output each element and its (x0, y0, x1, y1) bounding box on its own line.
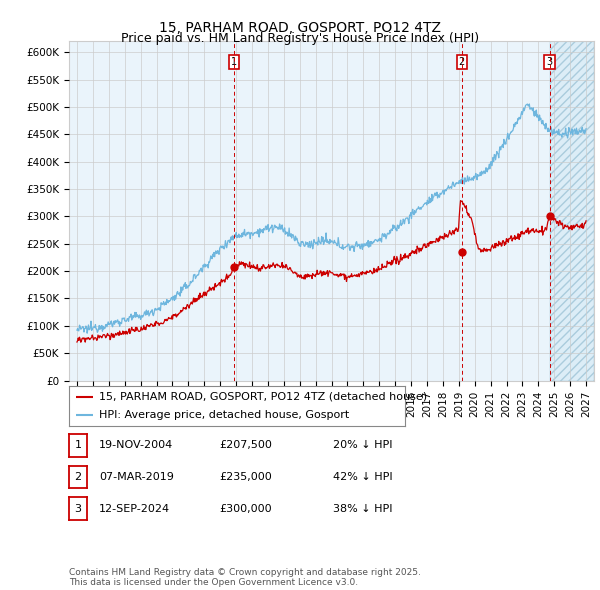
Text: 1: 1 (231, 57, 237, 67)
Text: Contains HM Land Registry data © Crown copyright and database right 2025.
This d: Contains HM Land Registry data © Crown c… (69, 568, 421, 587)
Text: HPI: Average price, detached house, Gosport: HPI: Average price, detached house, Gosp… (99, 410, 349, 420)
Text: £235,000: £235,000 (219, 472, 272, 481)
Text: 3: 3 (547, 57, 553, 67)
Bar (550, 41, 594, 381)
Text: 3: 3 (74, 504, 82, 513)
Bar (550, 41, 594, 381)
Text: 15, PARHAM ROAD, GOSPORT, PO12 4TZ: 15, PARHAM ROAD, GOSPORT, PO12 4TZ (159, 21, 441, 35)
Text: 42% ↓ HPI: 42% ↓ HPI (333, 472, 392, 481)
Text: 07-MAR-2019: 07-MAR-2019 (99, 472, 174, 481)
Text: £300,000: £300,000 (219, 504, 272, 513)
Text: 38% ↓ HPI: 38% ↓ HPI (333, 504, 392, 513)
Text: £207,500: £207,500 (219, 441, 272, 450)
Text: 15, PARHAM ROAD, GOSPORT, PO12 4TZ (detached house): 15, PARHAM ROAD, GOSPORT, PO12 4TZ (deta… (99, 392, 427, 402)
Text: 2: 2 (458, 57, 465, 67)
Text: 12-SEP-2024: 12-SEP-2024 (99, 504, 170, 513)
Text: Price paid vs. HM Land Registry's House Price Index (HPI): Price paid vs. HM Land Registry's House … (121, 32, 479, 45)
Text: 19-NOV-2004: 19-NOV-2004 (99, 441, 173, 450)
Text: 2: 2 (74, 472, 82, 481)
Text: 1: 1 (74, 441, 82, 450)
Text: 20% ↓ HPI: 20% ↓ HPI (333, 441, 392, 450)
